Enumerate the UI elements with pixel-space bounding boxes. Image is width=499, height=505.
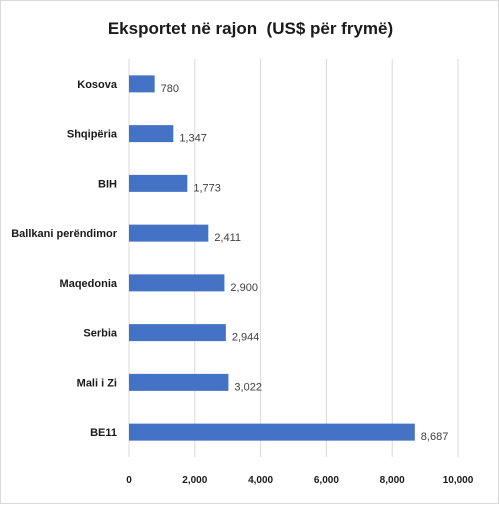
- category-label: Serbia: [83, 328, 118, 340]
- bar: [129, 274, 225, 292]
- category-label: Shqipëria: [67, 129, 118, 141]
- x-tick-label: 2,000: [182, 475, 207, 486]
- data-label: 1,347: [179, 133, 207, 145]
- data-label: 2,944: [232, 332, 260, 344]
- bar: [129, 174, 188, 192]
- category-label: Ballkani perëndimor: [11, 228, 117, 240]
- x-tick-label: 10,000: [443, 475, 474, 486]
- bar: [129, 423, 415, 441]
- data-label: 3,022: [234, 381, 262, 393]
- category-label: BIH: [98, 178, 117, 190]
- bar: [129, 324, 226, 342]
- x-tick-label: 4,000: [248, 475, 273, 486]
- category-label: Mali i Zi: [77, 377, 117, 389]
- x-tick-label: 8,000: [380, 475, 405, 486]
- bar: [129, 373, 229, 391]
- category-label: Kosova: [77, 79, 118, 91]
- bar: [129, 224, 209, 242]
- bar: [129, 125, 174, 143]
- x-tick-label: 6,000: [314, 475, 339, 486]
- chart-title: Eksportet në rajon (US$ për frymë): [107, 19, 394, 38]
- bar: [129, 75, 155, 93]
- data-label: 1,773: [193, 182, 221, 194]
- category-label: Maqedonia: [60, 278, 118, 290]
- category-label: BE11: [90, 427, 117, 439]
- data-label: 8,687: [421, 431, 449, 443]
- x-tick-label: 0: [126, 475, 132, 486]
- data-label: 2,411: [214, 232, 241, 244]
- data-label: 780: [161, 83, 179, 95]
- data-label: 2,900: [230, 282, 258, 294]
